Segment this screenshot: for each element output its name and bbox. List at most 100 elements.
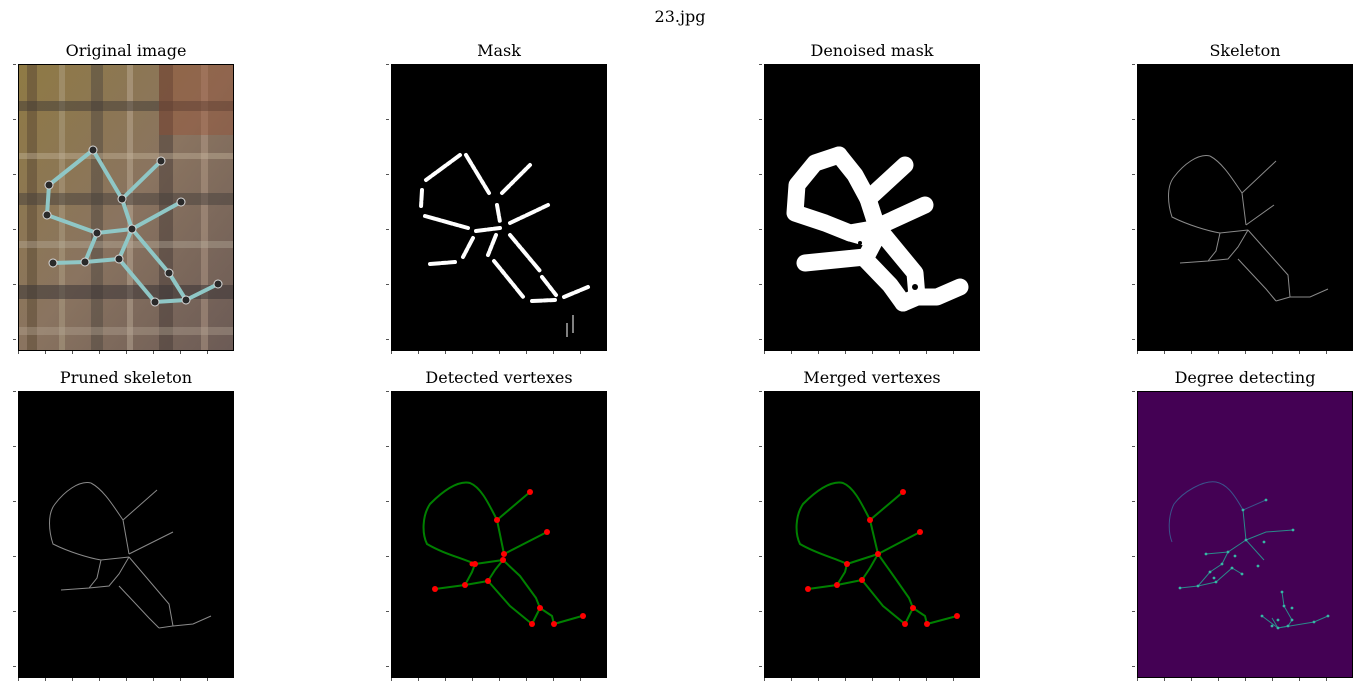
x-tick [72,678,73,681]
x-tick [1191,678,1192,681]
y-tick [386,64,389,65]
y-tick [13,391,16,392]
x-tick [580,351,581,354]
y-tick [759,229,762,230]
y-tick [386,229,389,230]
y-tick [1132,339,1135,340]
x-tick [764,351,765,354]
image-original [18,64,234,351]
detected-vertexes-image [392,392,606,677]
y-tick [759,391,762,392]
y-tick [13,174,16,175]
x-tick [472,678,473,681]
y-tick [759,64,762,65]
y-tick [1132,446,1135,447]
x-tick [499,351,500,354]
x-tick [1218,351,1219,354]
y-tick [1132,119,1135,120]
x-tick [899,678,900,681]
x-tick [445,351,446,354]
y-tick [759,174,762,175]
x-tick [791,678,792,681]
figure-title: 23.jpg [654,7,706,26]
y-tick [13,284,16,285]
y-tick [13,119,16,120]
denoised-mask-image [765,65,979,350]
x-tick [1326,351,1327,354]
y-tick [1132,64,1135,65]
image-mask [391,64,607,351]
image-skeleton [1137,64,1353,351]
panel-title: Pruned skeleton [59,368,193,387]
x-tick [126,678,127,681]
x-tick [1191,351,1192,354]
y-tick [759,501,762,502]
y-tick [13,501,16,502]
y-tick [1132,229,1135,230]
x-tick [45,678,46,681]
panel-title: Mask [477,41,521,60]
panel-title: Degree detecting [1174,368,1316,387]
x-tick [1218,678,1219,681]
x-tick [926,351,927,354]
panel-title: Denoised mask [810,41,934,60]
y-tick [1132,556,1135,557]
y-tick [386,284,389,285]
y-tick [759,666,762,667]
x-tick [72,351,73,354]
x-tick [418,351,419,354]
x-tick [445,678,446,681]
y-tick [386,666,389,667]
y-tick [13,556,16,557]
image-degree-detecting [1137,391,1353,678]
x-tick [499,678,500,681]
x-tick [153,678,154,681]
panel-title: Merged vertexes [803,368,941,387]
x-tick [872,351,873,354]
x-tick [18,351,19,354]
x-tick [1137,351,1138,354]
image-denoised-mask [764,64,980,351]
y-tick [1132,611,1135,612]
x-tick [1245,351,1246,354]
y-tick [1132,391,1135,392]
x-tick [580,678,581,681]
y-tick [386,446,389,447]
x-tick [207,678,208,681]
x-tick [553,678,554,681]
x-tick [526,351,527,354]
x-tick [1326,678,1327,681]
x-tick [1137,678,1138,681]
original-photo [19,65,233,350]
x-tick [18,678,19,681]
x-tick [1272,351,1273,354]
y-tick [13,666,16,667]
y-tick [759,556,762,557]
x-tick [845,678,846,681]
merged-vertexes-image [765,392,979,677]
y-tick [1132,174,1135,175]
y-tick [386,174,389,175]
x-tick [153,351,154,354]
y-tick [386,611,389,612]
mask-image [392,65,606,350]
image-pruned-skeleton [18,391,234,678]
y-tick [1132,284,1135,285]
subplot-mask: Mask [386,41,607,354]
y-tick [386,339,389,340]
subplot-pruned-skeleton: Pruned skeleton [13,368,234,681]
x-tick [180,351,181,354]
x-tick [818,351,819,354]
subplot-denoised-mask: Denoised mask [759,41,980,354]
panel-title: Detected vertexes [425,368,573,387]
x-tick [953,351,954,354]
x-tick [99,351,100,354]
panel-title: Skeleton [1209,41,1281,60]
y-tick [13,446,16,447]
y-tick [759,446,762,447]
y-tick [1132,666,1135,667]
degree-detecting-image [1138,392,1352,677]
y-tick [13,229,16,230]
subplot-merged-vertexes: Merged vertexes [759,368,980,681]
y-tick [386,501,389,502]
